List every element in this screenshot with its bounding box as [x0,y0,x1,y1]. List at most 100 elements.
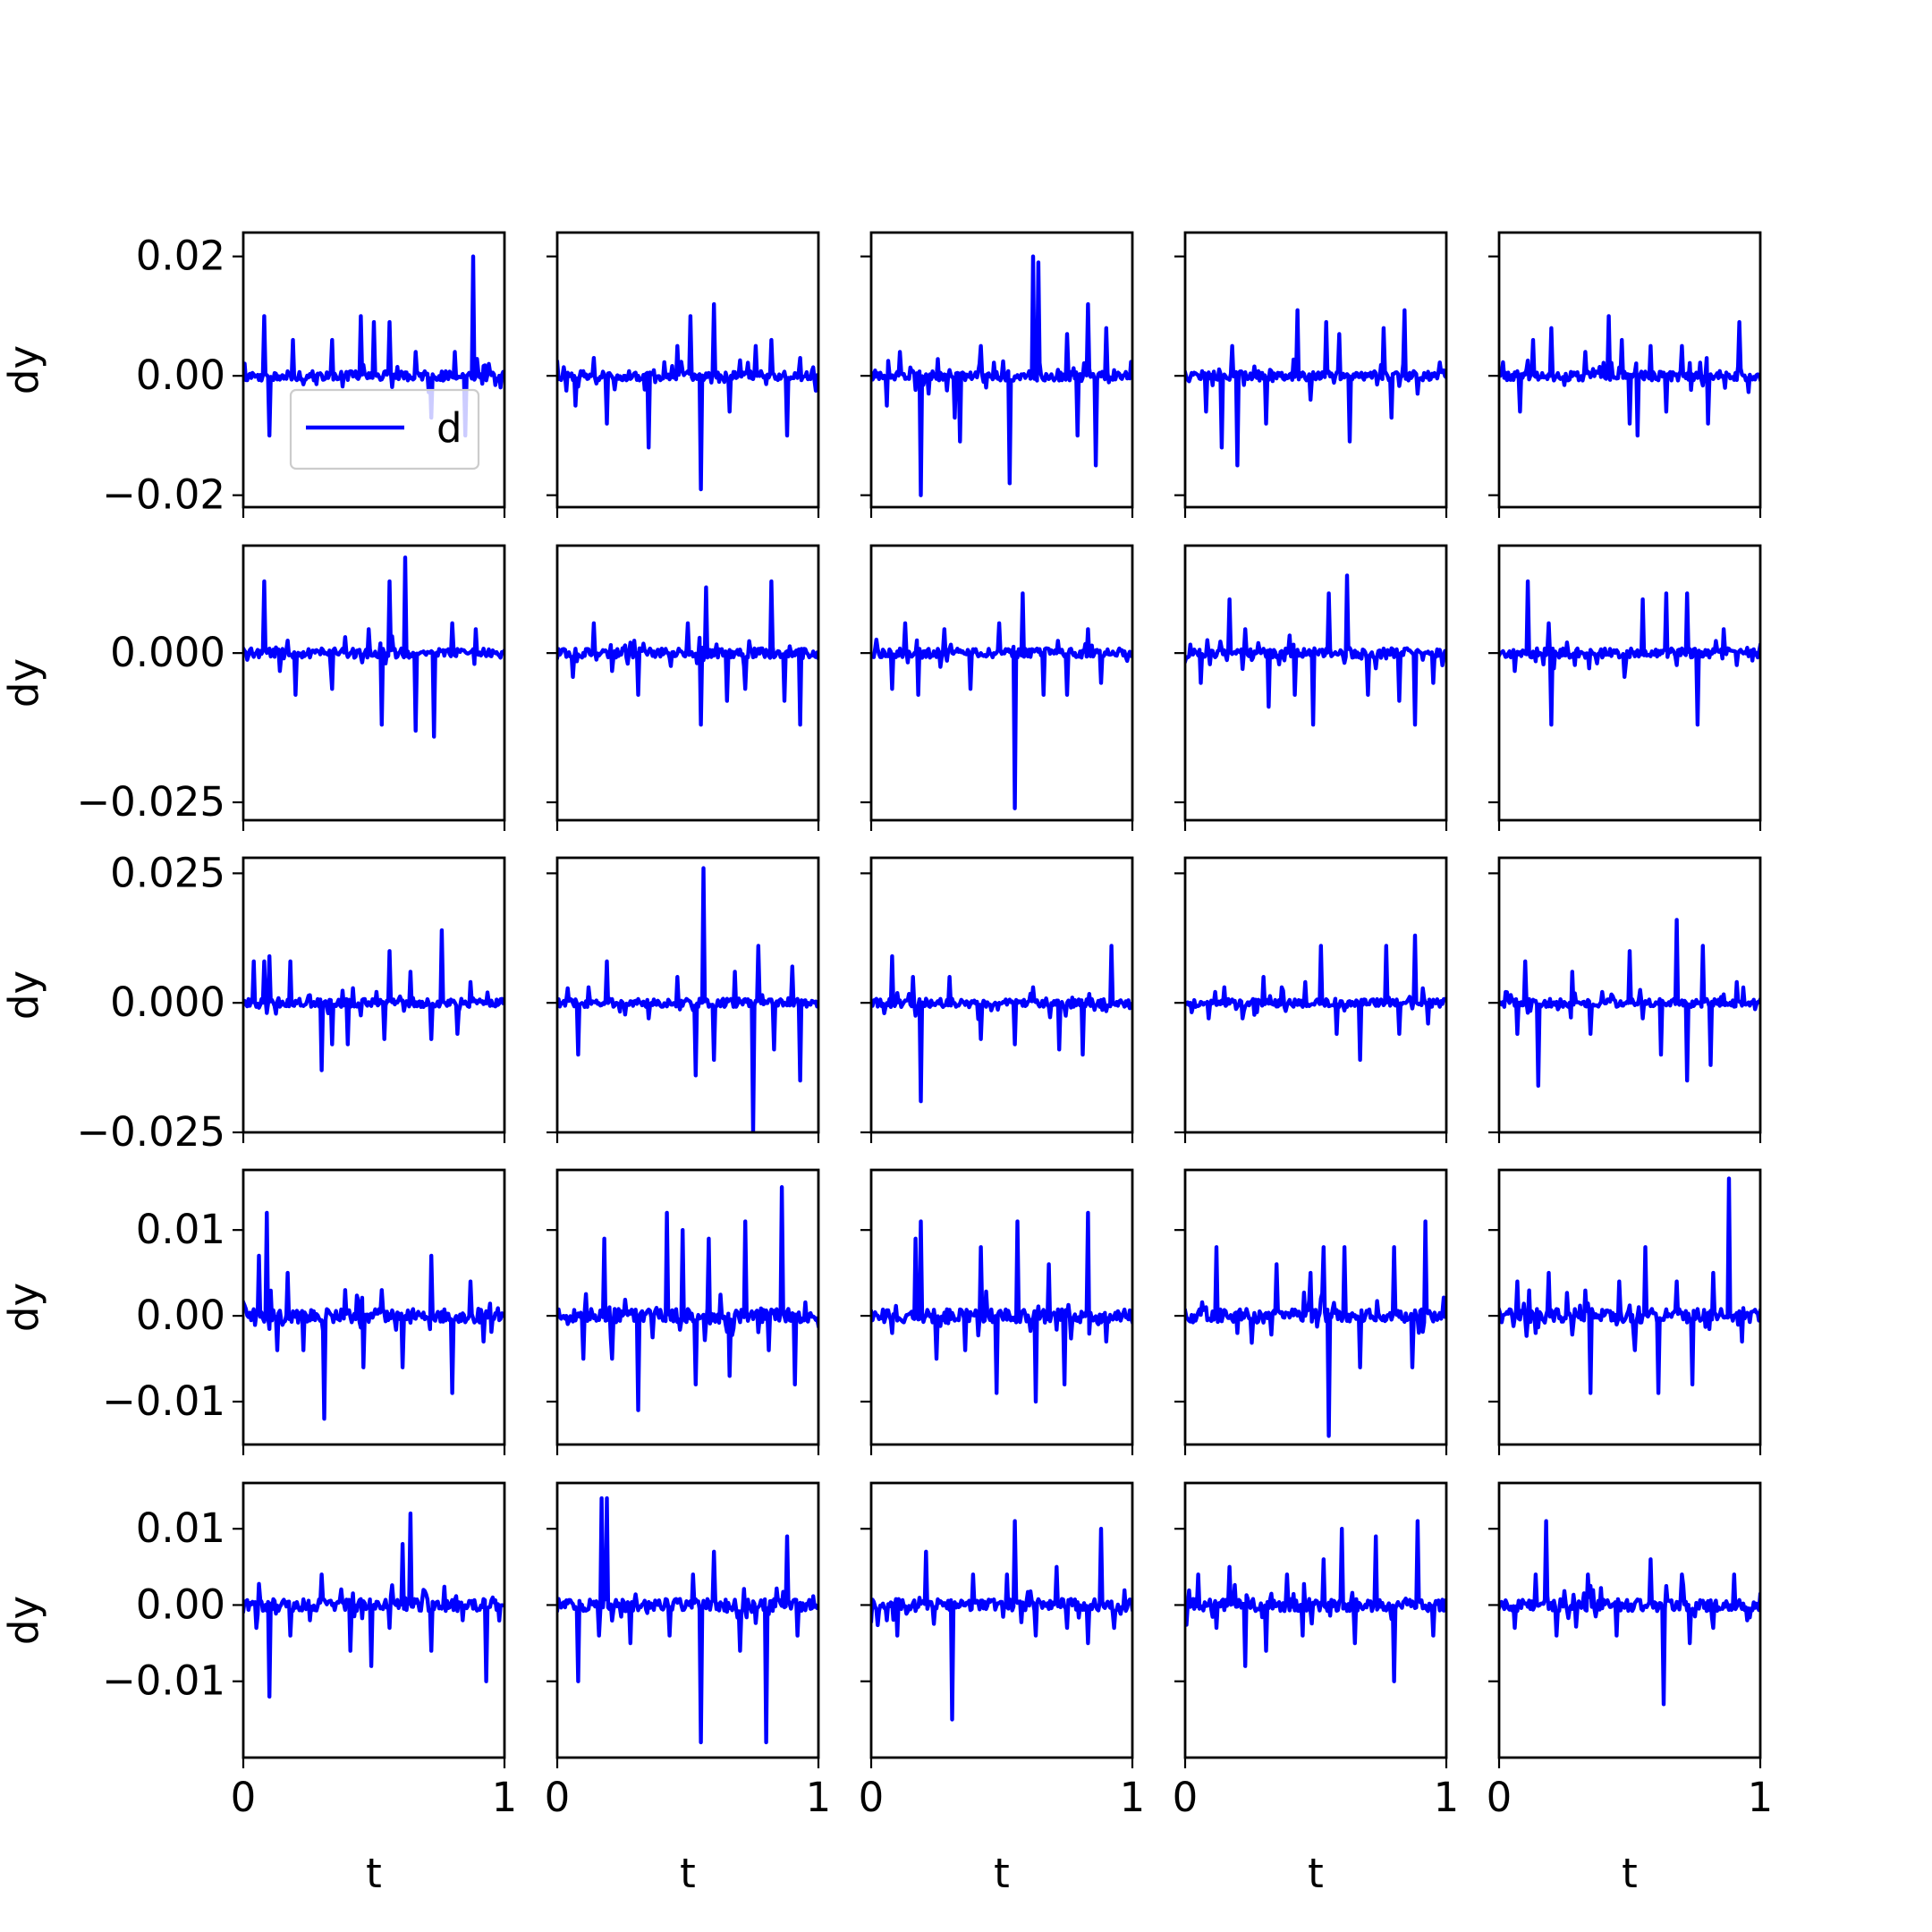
panel-r4-c2 [547,1168,820,1455]
panel-frame [869,231,1134,509]
x-tick-label: 0 [231,1774,257,1821]
panel-frame [242,544,506,822]
panel-frame [1497,544,1762,822]
x-tick-label: 1 [492,1774,518,1821]
panel-r2-c1: −0.025 0.000 dy [0,544,506,831]
series-line [1499,1519,1760,1707]
series-line [1499,579,1760,727]
panel-frame [869,856,1134,1134]
y-axis-label: dy [0,345,47,394]
series-line [557,1496,818,1745]
panel-frame [1497,231,1762,509]
panel-r3-c5 [1488,856,1762,1143]
legend-label: d [436,404,462,452]
panel-frame [555,1168,820,1446]
panel-r5-c5: 0 1 t [1487,1481,1774,1897]
panel-r4-c1: −0.01 0.00 0.01 dy [0,1168,506,1455]
panel-r3-c3 [860,856,1134,1143]
panel-r1-c2 [547,231,820,518]
panel-r5-c3: 0 1 t [859,1481,1146,1897]
panel-frame [869,1481,1134,1759]
y-tick-label: 0.00 [136,352,225,399]
panel-r1-c3 [860,231,1134,518]
y-tick-label: 0.01 [136,1206,225,1253]
panel-frame [242,1481,506,1759]
panel-frame [555,856,820,1134]
y-tick-label: −0.01 [102,1377,225,1425]
y-tick-label: −0.02 [102,471,225,519]
series-line [871,944,1132,1104]
y-axis-label: dy [0,1283,47,1332]
panel-r3-c2 [547,856,820,1143]
panel-frame [1497,856,1762,1134]
series-line [1185,308,1446,468]
series-line [1499,918,1760,1089]
panel-r1-c4 [1174,231,1448,518]
x-tick-label: 0 [1487,1774,1513,1821]
y-tick-label: 0.00 [136,1580,225,1628]
panel-r2-c5 [1488,544,1762,831]
y-tick-label: −0.01 [102,1657,225,1705]
panel-frame [869,544,1134,822]
panel-r5-c1: −0.01 0.00 0.01 0 1 dy t [0,1481,518,1897]
panel-frame [242,231,506,509]
series-line [243,555,504,739]
panel-layer: −0.020.000.02dy−0.0250.000dy−0.0250.0000… [0,231,1774,1897]
legend: d [289,388,480,470]
y-axis-label: dy [0,658,47,708]
y-tick-label: −0.025 [76,1108,225,1156]
panel-r4-c5 [1488,1168,1762,1455]
series-line [1185,933,1446,1063]
series-line [243,254,504,438]
panel-frame [1183,1168,1448,1446]
panel-r2-c4 [1174,544,1448,831]
panel-frame [242,1168,506,1446]
y-tick-label: −0.025 [76,778,225,826]
panel-r3-c1: −0.025 0.000 0.025 dy [0,849,506,1156]
panel-frame [242,856,506,1134]
panel-frame [555,1481,820,1759]
panel-r1-c5 [1488,231,1762,518]
series-line [871,1210,1132,1404]
series-line [557,866,818,1132]
x-tick-label: 1 [1434,1774,1460,1821]
series-line [871,1519,1132,1722]
y-tick-label: 0.000 [110,979,225,1026]
series-line [243,1210,504,1421]
series-line [243,1511,504,1699]
y-tick-label: 0.01 [136,1504,225,1552]
x-axis-label: t [680,1850,696,1897]
y-axis-label: dy [0,1596,47,1645]
series-line [557,579,818,727]
y-tick-label: 0.025 [110,849,225,896]
panel-frame [555,231,820,509]
x-tick-label: 0 [859,1774,885,1821]
x-axis-label: t [1308,1850,1324,1897]
panel-frame [1183,231,1448,509]
series-line [871,591,1132,810]
series-line [871,254,1132,497]
y-tick-label: 0.00 [136,1292,225,1339]
panel-r2-c2 [547,544,820,831]
series-line [1499,314,1760,438]
x-axis-label: t [1622,1850,1638,1897]
y-tick-label: 0.02 [136,233,225,280]
panel-r4-c3 [860,1168,1134,1455]
x-tick-label: 1 [1120,1774,1146,1821]
x-tick-label: 0 [1173,1774,1199,1821]
panel-frame [1183,1481,1448,1759]
panel-frame [555,544,820,822]
panel-r5-c2: 0 1 t [545,1481,831,1897]
panel-frame [1497,1481,1762,1759]
x-axis-label: t [994,1850,1010,1897]
panel-frame [1183,856,1448,1134]
panel-r4-c4 [1174,1168,1448,1455]
series-line [1185,573,1446,727]
panel-frame [1497,1168,1762,1446]
y-tick-label: 0.000 [110,629,225,676]
x-tick-label: 1 [1748,1774,1774,1821]
panel-frame [869,1168,1134,1446]
panel-r1-c1: −0.02 0.00 0.02 dy [0,231,506,519]
series-line [1185,1519,1446,1683]
